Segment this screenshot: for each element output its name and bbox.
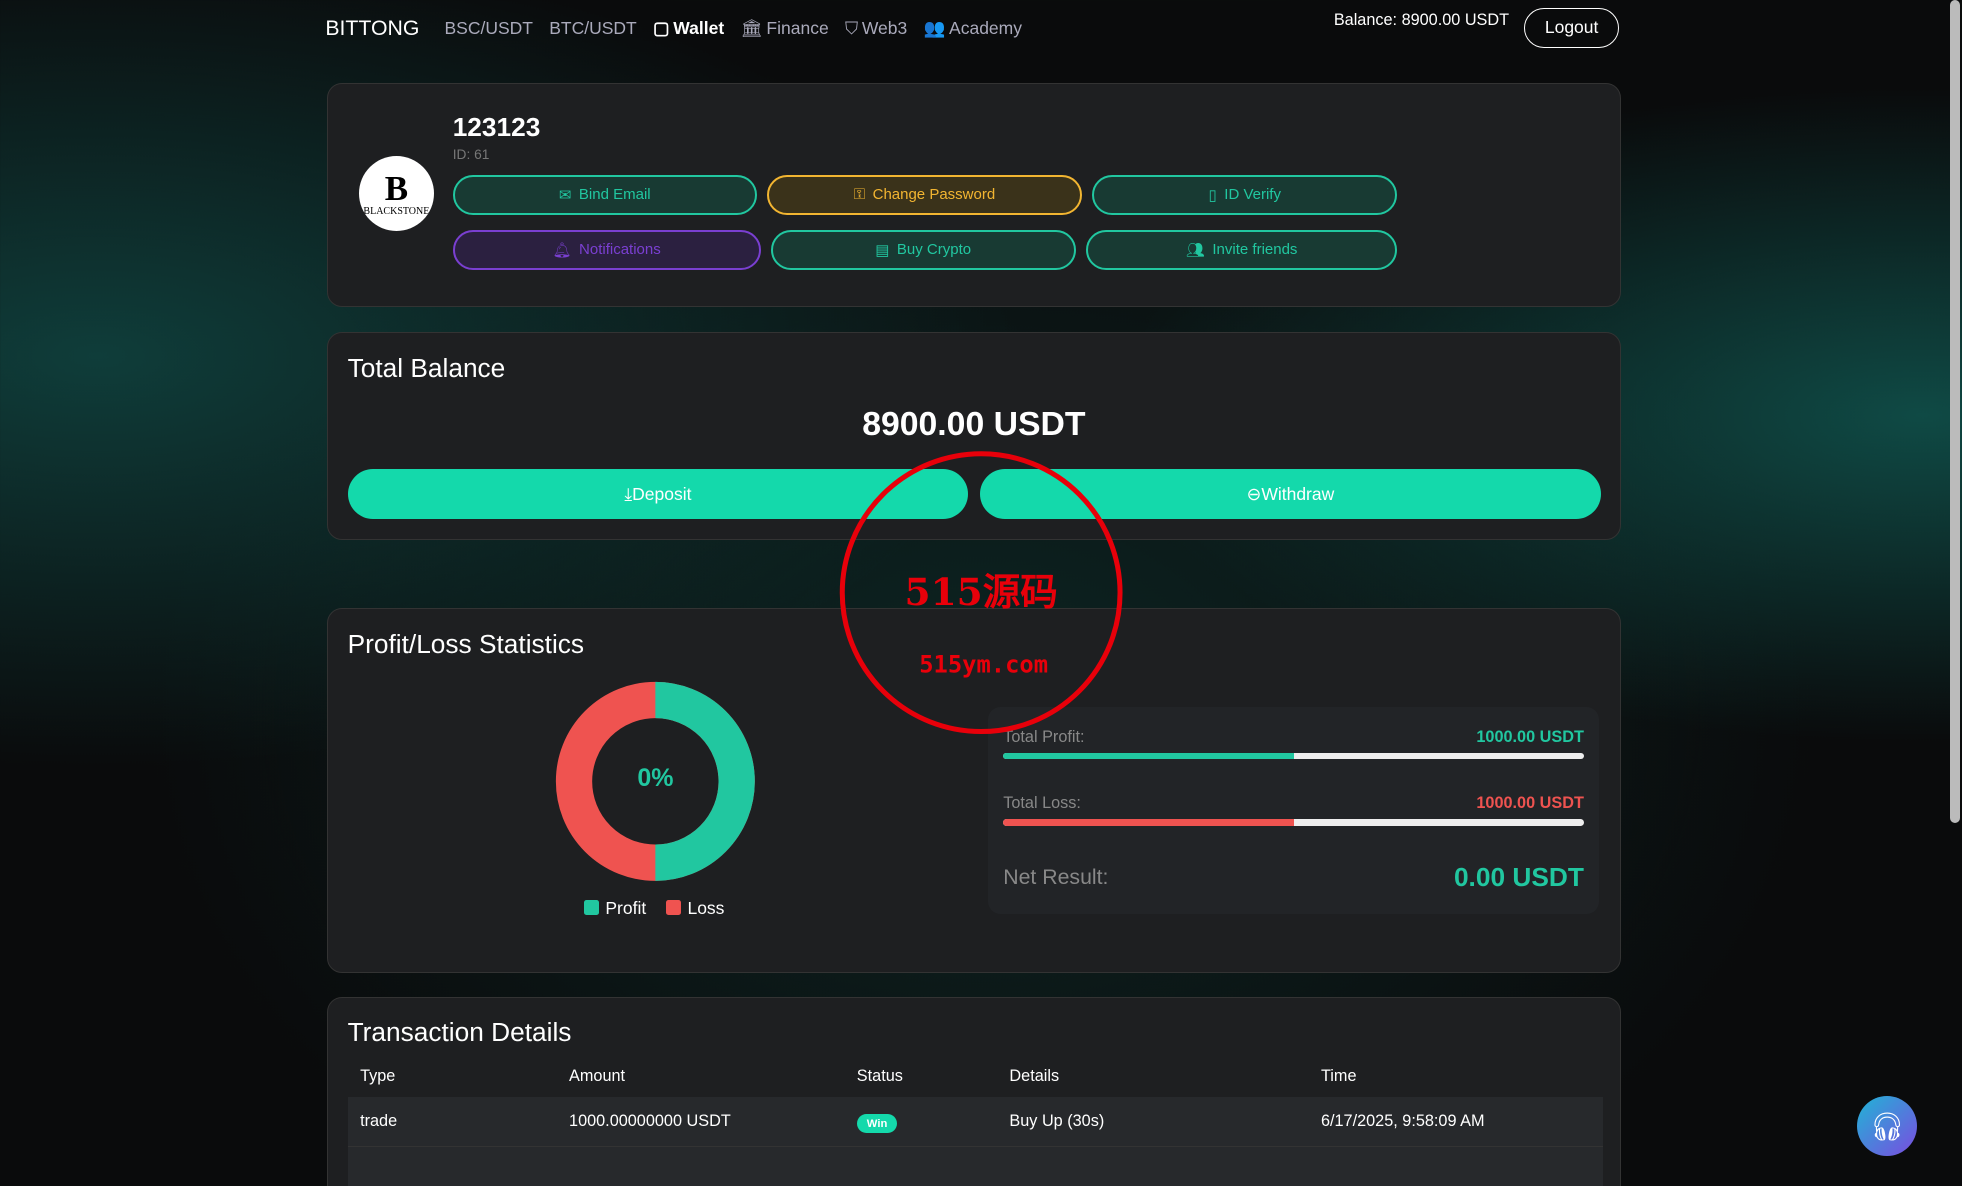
legend-loss[interactable]: Loss <box>666 898 724 919</box>
net-value: 0.00 USDT <box>1453 861 1584 892</box>
buy-crypto-button[interactable]: ▤ Buy Crypto <box>770 229 1076 270</box>
profit-value: 1000.00 USDT <box>1476 727 1584 746</box>
watermark-text: 515源码 <box>904 571 1057 615</box>
pl-summary: Total Profit: 1000.00 USDT Total Loss: 100… <box>988 706 1599 915</box>
col-type: Type <box>360 1067 396 1086</box>
user-id: ID: 61 <box>452 147 490 163</box>
headset-icon: 🎧︎ <box>1869 1110 1905 1142</box>
deposit-button[interactable]: ⤓Deposit <box>347 468 969 520</box>
withdraw-button[interactable]: ⊖Withdraw <box>979 468 1602 520</box>
nav-finance[interactable]: 🏛 Finance <box>740 18 828 39</box>
balance-amount: 8900.00 USDT <box>862 405 1086 444</box>
table-row: trade 1000.00000000 USDT Win Buy Up (30s… <box>347 1097 1603 1148</box>
watermark-sub: 515ym.com <box>919 651 1048 679</box>
nav-web3[interactable]: ⛉ Web3 <box>845 18 907 39</box>
phone-icon: ▯ <box>1208 186 1217 204</box>
profit-bar <box>1003 753 1584 760</box>
key-icon: ⚿ <box>853 185 866 203</box>
col-details: Details <box>1009 1067 1060 1086</box>
shop-icon: ▤ <box>875 241 890 259</box>
cell-type: trade <box>347 1097 557 1148</box>
status-badge: Win <box>856 1113 898 1134</box>
col-time: Time <box>1320 1067 1357 1086</box>
donut-profit-segment <box>654 682 755 882</box>
id-verify-button[interactable]: ▯ ID Verify <box>1092 174 1398 215</box>
brand-logo[interactable]: BITTONG <box>325 16 420 41</box>
loss-bar <box>1003 819 1584 826</box>
tx-title: Transaction Details <box>347 1017 572 1048</box>
email-icon: ✉ <box>558 186 572 204</box>
donut-center-label: 0% <box>637 764 674 793</box>
cell-time: 6/17/2025, 9:58:09 AM <box>1308 1097 1603 1148</box>
cell-amount: 1000.00000000 USDT <box>556 1097 845 1148</box>
col-amount: Amount <box>569 1067 626 1086</box>
logout-button[interactable]: Logout <box>1524 7 1620 48</box>
top-nav: BITTONG BSC/USDT BTC/USDT ▢ Wallet 🏛 Finan… <box>325 0 1621 58</box>
legend-profit[interactable]: Profit <box>584 898 646 919</box>
avatar-logo-text: BLACKSTONE <box>363 205 430 217</box>
header-balance: Balance: 8900.00 USDT <box>1333 11 1510 30</box>
nav-wallet[interactable]: ▢ Wallet <box>653 18 724 39</box>
col-status: Status <box>856 1067 903 1086</box>
donut-chart <box>555 682 755 882</box>
button-label: ID Verify <box>1224 186 1281 204</box>
username: 123123 <box>452 112 541 143</box>
loss-value: 1000.00 USDT <box>1476 794 1584 813</box>
transactions-table: Type Amount Status Details Time trade 1000.0… <box>347 1056 1603 1186</box>
nav-label: Web3 <box>861 18 908 39</box>
wallet-icon: ▢ <box>653 18 670 39</box>
button-label: Withdraw <box>1261 483 1335 504</box>
button-label: Bind Email <box>578 186 651 204</box>
support-chat-button[interactable]: 🎧︎ <box>1856 1096 1917 1157</box>
balance-title: Total Balance <box>347 352 506 383</box>
button-label: Invite friends <box>1212 241 1298 259</box>
profit-label: Total Profit: <box>1003 727 1085 746</box>
people-icon: 👥 <box>923 18 946 39</box>
button-label: Change Password <box>872 186 996 204</box>
nav-label: BSC/USDT <box>444 18 533 39</box>
change-password-button[interactable]: ⚿ Change Password <box>766 174 1083 215</box>
bind-email-button[interactable]: ✉ Bind Email <box>452 174 757 215</box>
watermark-stamp: 515源码 515ym.com <box>839 451 1123 735</box>
balance-card: Total Balance 8900.00 USDT ⤓Deposit ⊖Wit… <box>326 331 1622 541</box>
nav-label: Academy <box>949 18 1022 39</box>
button-label: Buy Crypto <box>896 241 972 259</box>
profile-card: B BLACKSTONE 123123 ID: 61 ✉ Bind Email ⚿ C… <box>326 82 1622 308</box>
shield-icon: ⛉ <box>844 18 859 39</box>
avatar-logo-mark: B <box>384 168 409 208</box>
cell-details: Buy Up (30s) <box>996 1097 1309 1148</box>
minus-circle-icon: ⊖ <box>1246 483 1262 504</box>
chart-legend: Profit Loss <box>584 898 724 919</box>
bank-icon: 🏛 <box>740 18 763 39</box>
download-icon: ⤓ <box>624 483 633 504</box>
pl-title: Profit/Loss Statistics <box>347 629 585 660</box>
nav-label: BTC/USDT <box>549 18 637 39</box>
scrollbar[interactable] <box>1949 0 1960 824</box>
nav-academy[interactable]: 👥 Academy <box>924 18 1023 39</box>
people-icon: 👥︎ <box>1185 241 1205 259</box>
loss-label: Total Loss: <box>1003 794 1081 813</box>
button-label: Notifications <box>579 241 661 259</box>
invite-friends-button[interactable]: 👥︎ Invite friends <box>1085 229 1398 270</box>
transactions-card: Transaction Details Type Amount Status Deta… <box>326 997 1622 1186</box>
nav-btc-usdt[interactable]: BTC/USDT <box>549 18 637 39</box>
bell-icon: 🔔︎ <box>552 241 572 259</box>
net-label: Net Result: <box>1003 864 1109 889</box>
legend-label: Loss <box>687 898 725 919</box>
nav-label: Wallet <box>673 18 725 39</box>
button-label: Deposit <box>632 483 692 504</box>
notifications-button[interactable]: 🔔︎ Notifications <box>452 229 761 270</box>
legend-label: Profit <box>605 898 647 919</box>
nav-bsc-usdt[interactable]: BSC/USDT <box>444 18 532 39</box>
nav-label: Finance <box>766 18 829 39</box>
profit-loss-card: Profit/Loss Statistics 0% Profit Loss To… <box>326 608 1622 973</box>
avatar: B BLACKSTONE <box>358 156 434 232</box>
